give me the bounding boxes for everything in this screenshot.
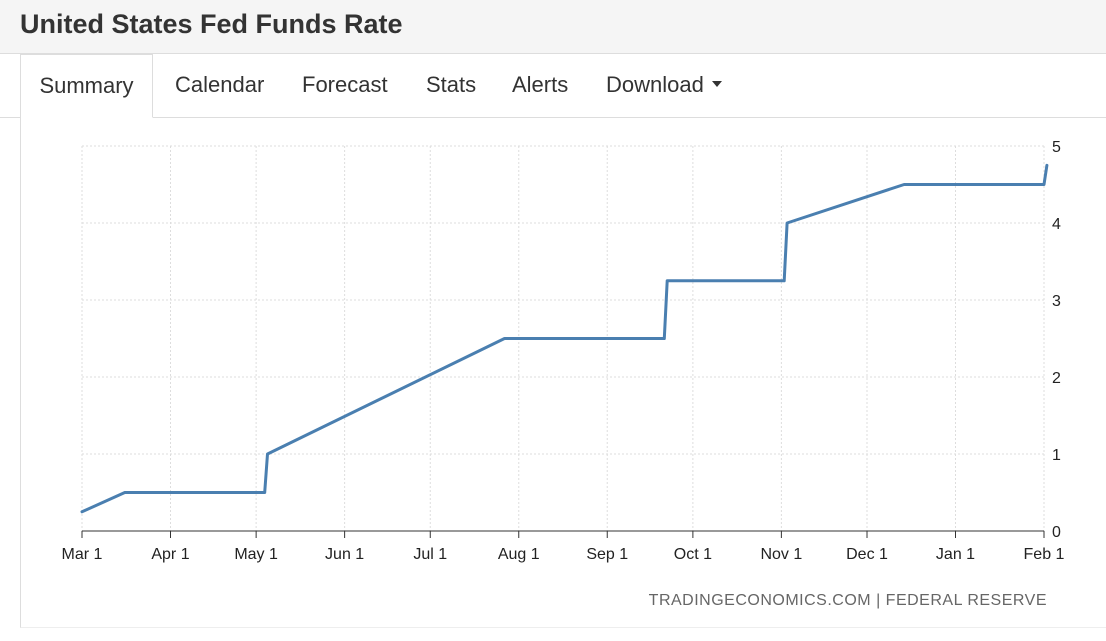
x-tick-label: Mar 1 xyxy=(62,546,103,563)
x-tick-label: Jul 1 xyxy=(413,546,447,563)
series xyxy=(80,163,1049,514)
tab-bar: Summary Calendar Forecast Stats Alerts D… xyxy=(0,54,1106,118)
tab-download-label: Download xyxy=(606,72,704,97)
y-tick-label: 2 xyxy=(1052,370,1061,387)
x-tick-label: Sep 1 xyxy=(586,546,628,563)
tab-download[interactable]: Download xyxy=(606,54,722,117)
x-tick-label: Nov 1 xyxy=(760,546,802,563)
y-tick-label: 1 xyxy=(1052,447,1061,464)
tab-calendar[interactable]: Calendar xyxy=(175,54,264,117)
series-line xyxy=(80,163,1049,514)
x-tick-label: Jun 1 xyxy=(325,546,364,563)
title-bar: United States Fed Funds Rate xyxy=(0,0,1106,54)
x-tick-label: Aug 1 xyxy=(498,546,540,563)
chart-panel xyxy=(20,117,1106,628)
y-axis-ticks: 0 1 2 3 4 5 xyxy=(1052,139,1061,541)
source-credit: TRADINGECONOMICS.COM | FEDERAL RESERVE xyxy=(649,592,1047,609)
x-tick-label: Dec 1 xyxy=(846,546,888,563)
tab-stats[interactable]: Stats xyxy=(426,54,476,117)
tab-stats-label: Stats xyxy=(426,72,477,97)
tab-summary-label: Summary xyxy=(39,73,134,98)
x-tick-label: May 1 xyxy=(234,546,278,563)
x-tick-label: Jan 1 xyxy=(936,546,975,563)
tab-alerts-label: Alerts xyxy=(512,72,569,97)
y-tick-label: 5 xyxy=(1052,139,1061,156)
y-tick-label: 4 xyxy=(1052,216,1061,233)
x-axis-ticks: Mar 1 Apr 1 May 1 Jun 1 Jul 1 Aug 1 Sep 1 Oct 1… xyxy=(62,530,1065,563)
page-title: United States Fed Funds Rate xyxy=(20,9,403,39)
tab-forecast-label: Forecast xyxy=(302,72,388,97)
caret-down-icon xyxy=(711,81,722,88)
y-tick-label: 0 xyxy=(1052,524,1061,541)
tab-calendar-label: Calendar xyxy=(175,72,265,97)
x-tick-label: Apr 1 xyxy=(151,546,189,563)
y-tick-label: 3 xyxy=(1052,293,1061,310)
x-tick-label: Feb 1 xyxy=(1024,546,1065,563)
tab-forecast[interactable]: Forecast xyxy=(302,54,388,117)
tab-summary[interactable]: Summary xyxy=(20,54,153,118)
tab-alerts[interactable]: Alerts xyxy=(512,54,568,117)
x-tick-label: Oct 1 xyxy=(674,546,712,563)
